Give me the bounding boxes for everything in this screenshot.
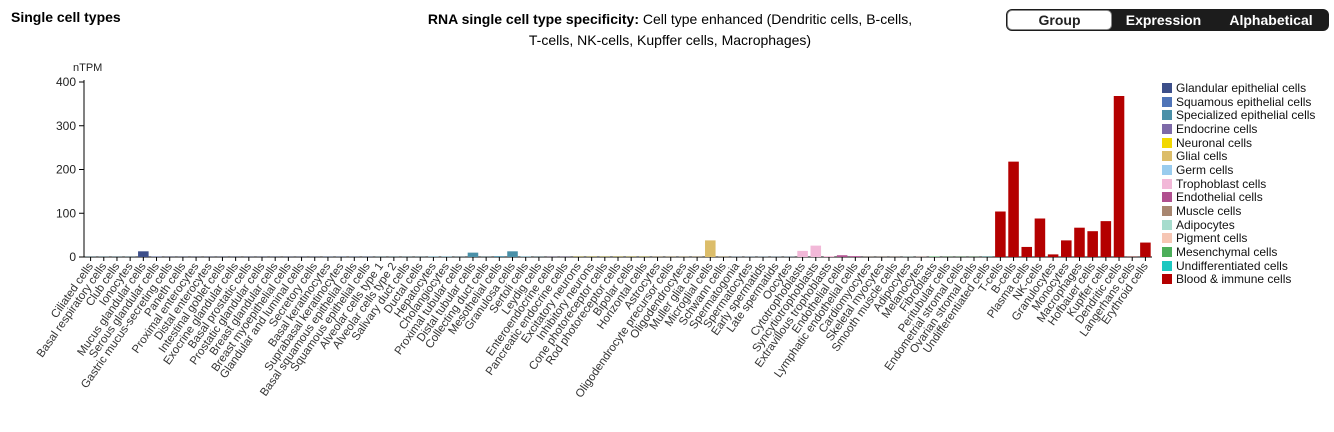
bar[interactable] — [494, 256, 505, 258]
section-title: Single cell types — [11, 9, 121, 25]
bar[interactable] — [705, 240, 716, 258]
bar[interactable] — [1047, 254, 1059, 258]
legend-item[interactable]: Glandular epithelial cells — [1162, 81, 1330, 95]
sort-toggle: Group Expression Alphabetical — [1006, 9, 1329, 31]
legend-item[interactable]: Adipocytes — [1162, 218, 1330, 232]
bar[interactable] — [995, 211, 1006, 258]
legend-item[interactable]: Trophoblast cells — [1162, 177, 1330, 191]
bar[interactable] — [1061, 240, 1072, 258]
bar[interactable] — [1034, 218, 1046, 258]
legend-swatch — [1162, 137, 1172, 148]
bar[interactable] — [507, 251, 518, 257]
bars — [85, 96, 1151, 258]
legend-item[interactable]: Glial cells — [1162, 149, 1330, 163]
legend-swatch — [1162, 82, 1172, 93]
legend-label: Blood & immune cells — [1176, 272, 1292, 287]
sort-group-button[interactable]: Group — [1007, 10, 1112, 30]
legend-label: Squamous epithelial cells — [1176, 94, 1312, 109]
bar[interactable] — [467, 252, 479, 258]
legend-item[interactable]: Pigment cells — [1162, 231, 1330, 246]
bar[interactable] — [797, 250, 808, 258]
legend-label: Germ cells — [1176, 162, 1234, 177]
legend-label: Pigment cells — [1176, 231, 1248, 246]
sort-alphabetical-button[interactable]: Alphabetical — [1229, 12, 1313, 28]
legend-label: Endocrine cells — [1176, 121, 1258, 136]
bar[interactable] — [1021, 246, 1033, 257]
legend-item[interactable]: Germ cells — [1162, 163, 1330, 177]
legend-swatch — [1162, 164, 1172, 175]
legend-item[interactable]: Endocrine cells — [1162, 122, 1330, 136]
legend-item[interactable]: Neuronal cells — [1162, 136, 1330, 150]
legend-item[interactable]: Undifferentiated cells — [1162, 259, 1330, 273]
bar[interactable] — [823, 256, 835, 258]
legend-label: Undifferentiated cells — [1176, 258, 1288, 273]
legend: Glandular epithelial cells Squamous epith… — [1162, 81, 1330, 286]
chart-title-prefix: RNA single cell type specificity: — [427, 11, 639, 27]
bar[interactable] — [1074, 227, 1085, 257]
legend-item[interactable]: Blood & immune cells — [1162, 272, 1330, 287]
legend-swatch — [1162, 123, 1172, 134]
y-tick-label: 100 — [56, 206, 76, 220]
bar[interactable] — [138, 251, 149, 257]
bar[interactable] — [1087, 231, 1098, 257]
legend-swatch — [1162, 96, 1172, 107]
legend-item[interactable]: Muscle cells — [1162, 204, 1330, 218]
legend-item[interactable]: Squamous epithelial cells — [1162, 95, 1330, 109]
y-tick-label: 0 — [69, 250, 76, 264]
legend-swatch — [1162, 178, 1172, 189]
bar[interactable] — [1140, 242, 1151, 257]
legend-label: Specialized epithelial cells — [1176, 108, 1316, 123]
legend-swatch — [1162, 274, 1172, 285]
bar[interactable] — [1113, 96, 1125, 257]
y-axis: 0 100 200 300 400 — [56, 75, 1152, 264]
legend-swatch — [1162, 233, 1172, 244]
legend-label: Glial cells — [1176, 149, 1228, 164]
bar[interactable] — [836, 255, 848, 257]
bar[interactable] — [810, 245, 822, 258]
legend-label: Mesenchymal cells — [1176, 245, 1278, 260]
chart-title-description: Cell type enhanced (Dendritic cells, B-c… — [528, 11, 913, 48]
legend-swatch — [1162, 206, 1172, 217]
chart-title: RNA single cell type specificity: Cell t… — [420, 9, 920, 51]
legend-swatch — [1162, 219, 1172, 230]
sort-expression-button[interactable]: Expression — [1125, 12, 1202, 28]
legend-label: Endothelial cells — [1176, 190, 1263, 205]
bar[interactable] — [850, 256, 861, 258]
legend-swatch — [1162, 260, 1172, 271]
y-axis-title: nTPM — [73, 62, 102, 74]
legend-swatch — [1162, 110, 1172, 121]
bar[interactable] — [1100, 221, 1112, 258]
legend-item[interactable]: Specialized epithelial cells — [1162, 108, 1330, 122]
legend-swatch — [1162, 192, 1172, 203]
legend-swatch — [1162, 151, 1172, 162]
legend-label: Muscle cells — [1176, 204, 1242, 219]
legend-label: Adipocytes — [1176, 217, 1235, 232]
legend-swatch — [1162, 247, 1172, 258]
legend-label: Trophoblast cells — [1176, 176, 1267, 191]
legend-label: Neuronal cells — [1176, 135, 1253, 150]
y-tick-label: 400 — [56, 75, 76, 89]
legend-label: Glandular epithelial cells — [1176, 81, 1307, 95]
y-tick-label: 300 — [56, 119, 76, 133]
legend-item[interactable]: Endothelial cells — [1162, 190, 1330, 205]
y-tick-label: 200 — [56, 163, 76, 177]
legend-item[interactable]: Mesenchymal cells — [1162, 245, 1330, 259]
bar[interactable] — [1008, 161, 1019, 258]
